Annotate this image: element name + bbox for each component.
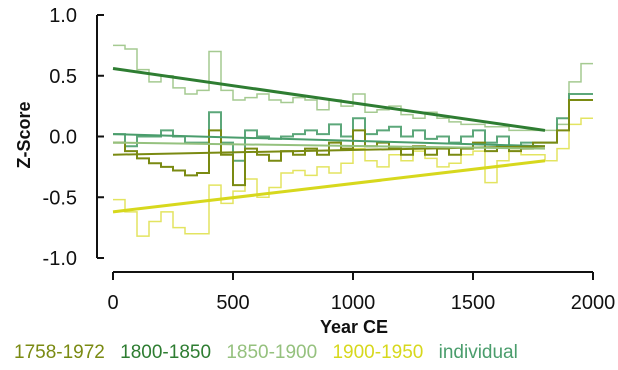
- x-axis-title: Year CE: [320, 317, 388, 337]
- y-tick-label: 1.0: [49, 5, 77, 27]
- legend-entry-1758-1972: 1758-1972: [14, 342, 105, 363]
- y-axis-title: Z-Score: [14, 101, 34, 168]
- x-tick-label: 1500: [451, 292, 496, 314]
- trend-line-7: [112, 66, 546, 132]
- legend-entry-1900-1950: 1900-1950: [332, 342, 424, 363]
- legend-entry-individual: individual: [438, 342, 518, 363]
- legend-entry-1850-1900: 1850-1900: [226, 342, 318, 363]
- plot-area: [112, 44, 593, 237]
- chart-svg: 1.0 0.5 0.0 -0.5 -1.0 0 500 1000 1500 2000 Z-Sco…: [14, 5, 616, 337]
- y-tick-label: -0.5: [43, 187, 77, 209]
- y-tick-label: 0.0: [49, 127, 77, 149]
- legend-entry-1800-1850: 1800-1850: [120, 342, 212, 363]
- trend-line-4: [112, 133, 546, 148]
- y-tick-label: 0.5: [49, 66, 77, 88]
- y-axis: 1.0 0.5 0.0 -0.5 -1.0: [43, 5, 104, 270]
- x-axis: 0 500 1000 1500 2000: [107, 271, 616, 314]
- series-line-1: [113, 117, 593, 237]
- x-tick-label: 500: [216, 292, 249, 314]
- x-tick-label: 0: [107, 292, 118, 314]
- trend-line-6: [112, 141, 546, 150]
- legend: 1758-1972 1800-1850 1850-1900 1900-1950 …: [14, 342, 528, 364]
- x-tick-label: 1000: [331, 292, 376, 314]
- x-tick-label: 2000: [571, 292, 616, 314]
- y-tick-label: -1.0: [43, 248, 77, 270]
- trend-line-8: [112, 159, 546, 214]
